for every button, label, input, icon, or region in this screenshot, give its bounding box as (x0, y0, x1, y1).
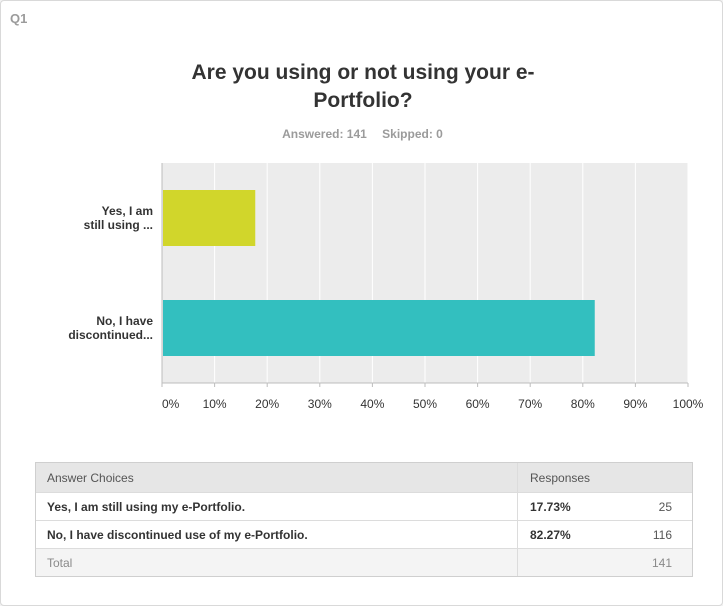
x-tick-label: 30% (308, 397, 332, 411)
category-label: Yes, I am still using ... (84, 204, 153, 232)
row-count: 116 (652, 527, 672, 542)
total-label: Total (36, 549, 518, 576)
bar (163, 300, 595, 356)
x-tick-label: 90% (623, 397, 647, 411)
answered-count: Answered: 141 (282, 127, 367, 141)
answer-table: Answer Choices Responses Yes, I am still… (35, 462, 693, 577)
row-count: 25 (658, 499, 672, 514)
skipped-count: Skipped: 0 (382, 127, 443, 141)
chart-title: Are you using or not using your e-Portfo… (191, 61, 535, 112)
category-label: No, I have discontinued... (68, 314, 153, 342)
row-choice: No, I have discontinued use of my e-Port… (36, 521, 518, 548)
row-choice: Yes, I am still using my e-Portfolio. (36, 493, 518, 520)
table-row: Yes, I am still using my e-Portfolio. 17… (36, 492, 692, 520)
x-tick-label: 50% (413, 397, 437, 411)
table-header-row: Answer Choices Responses (36, 463, 692, 492)
total-count: 141 (651, 555, 672, 570)
row-percent: 82.27% (530, 527, 571, 542)
x-tick-label: 10% (203, 397, 227, 411)
x-tick-label: 20% (255, 397, 279, 411)
x-tick-label: 0% (162, 397, 180, 411)
x-tick-label: 80% (571, 397, 595, 411)
x-tick-label: 60% (466, 397, 490, 411)
x-tick-label: 40% (360, 397, 384, 411)
header-answer-choices: Answer Choices (36, 463, 518, 492)
row-percent: 17.73% (530, 499, 571, 514)
bar-chart: Yes, I am still using ... No, I have discon… (68, 163, 704, 411)
question-number: Q1 (10, 11, 28, 26)
x-tick-label: 70% (518, 397, 542, 411)
table-total-row: Total 141 (36, 548, 692, 576)
bar (163, 190, 256, 246)
table-row: No, I have discontinued use of my e-Port… (36, 520, 692, 548)
header-responses: Responses (530, 470, 591, 485)
response-stats: Answered: 141 Skipped: 0 (1, 127, 723, 141)
x-tick-label: 100% (673, 397, 704, 411)
